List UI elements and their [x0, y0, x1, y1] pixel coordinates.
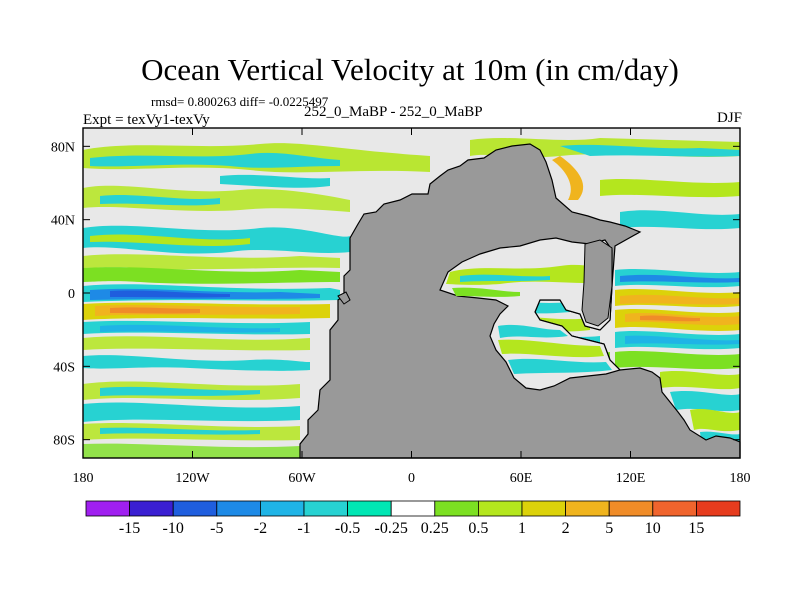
colorbar-label: -5 — [210, 520, 223, 537]
axis-ticks — [82, 128, 741, 458]
colorbar-label: 5 — [605, 520, 613, 537]
colorbar-swatch — [477, 500, 523, 517]
y-tick-label: 40S — [53, 360, 75, 375]
colorbar-label: -0.25 — [375, 520, 408, 537]
colorbar-label: -1 — [297, 520, 310, 537]
colorbar-swatch — [85, 500, 130, 517]
colorbar-label: 10 — [645, 520, 661, 537]
colorbar-swatch — [434, 500, 479, 517]
season-label: DJF — [716, 110, 742, 126]
x-tick-label: 180 — [73, 471, 94, 486]
x-tick-label: 0 — [408, 471, 415, 486]
x-tick-label: 180 — [730, 471, 751, 486]
stats-line: rmsd= 0.800263 diff= -0.0225497 — [151, 94, 329, 109]
x-tick-label: 120W — [175, 471, 210, 486]
colorbar-label: 0.5 — [468, 520, 488, 537]
colorbar-swatch — [390, 500, 436, 517]
colorbar-labels: -15 -10 -5 -2 -1 -0.5 -0.25 0.25 0.5 1 2 5 10 15 — [119, 520, 704, 537]
difference-label: 252_0_MaBP - 252_0_MaBP — [304, 104, 483, 120]
colorbar-label: 15 — [688, 520, 704, 537]
colorbar-swatch — [521, 500, 566, 517]
x-tick-labels: 180 120W 60W 0 60E 120E 180 — [73, 471, 751, 486]
colorbar-label: 2 — [562, 520, 570, 537]
colorbar-swatch — [347, 500, 392, 517]
colorbar-swatch — [565, 500, 610, 517]
west-ocean-field — [83, 143, 430, 458]
colorbar-swatch — [652, 500, 697, 517]
colorbar-swatch — [696, 500, 741, 517]
experiment-label: Expt = texVy1-texVy — [83, 112, 210, 128]
y-tick-labels: 80N 40N 0 40S 80S — [51, 140, 75, 448]
colorbar-swatch — [259, 500, 305, 517]
x-tick-label: 120E — [616, 471, 646, 486]
y-tick-label: 80N — [51, 140, 75, 155]
y-tick-label: 40N — [51, 214, 75, 229]
colorbar-label: -0.5 — [335, 520, 360, 537]
colorbar-swatch — [303, 500, 348, 517]
y-tick-label: 80S — [53, 434, 75, 449]
x-tick-label: 60E — [510, 471, 533, 486]
colorbar-label: 0.25 — [421, 520, 449, 537]
colorbar-swatch — [172, 500, 218, 517]
colorbar — [85, 500, 741, 517]
chart-title: Ocean Vertical Velocity at 10m (in cm/da… — [141, 52, 679, 87]
colorbar-swatch — [129, 500, 174, 517]
y-tick-label: 0 — [68, 287, 75, 302]
colorbar-label: 1 — [518, 520, 526, 537]
colorbar-swatch — [608, 500, 654, 517]
colorbar-label: -15 — [119, 520, 140, 537]
colorbar-swatch — [216, 500, 261, 517]
colorbar-label: -2 — [254, 520, 267, 537]
x-tick-label: 60W — [288, 471, 316, 486]
colorbar-label: -10 — [163, 520, 184, 537]
land-masses — [299, 143, 741, 459]
